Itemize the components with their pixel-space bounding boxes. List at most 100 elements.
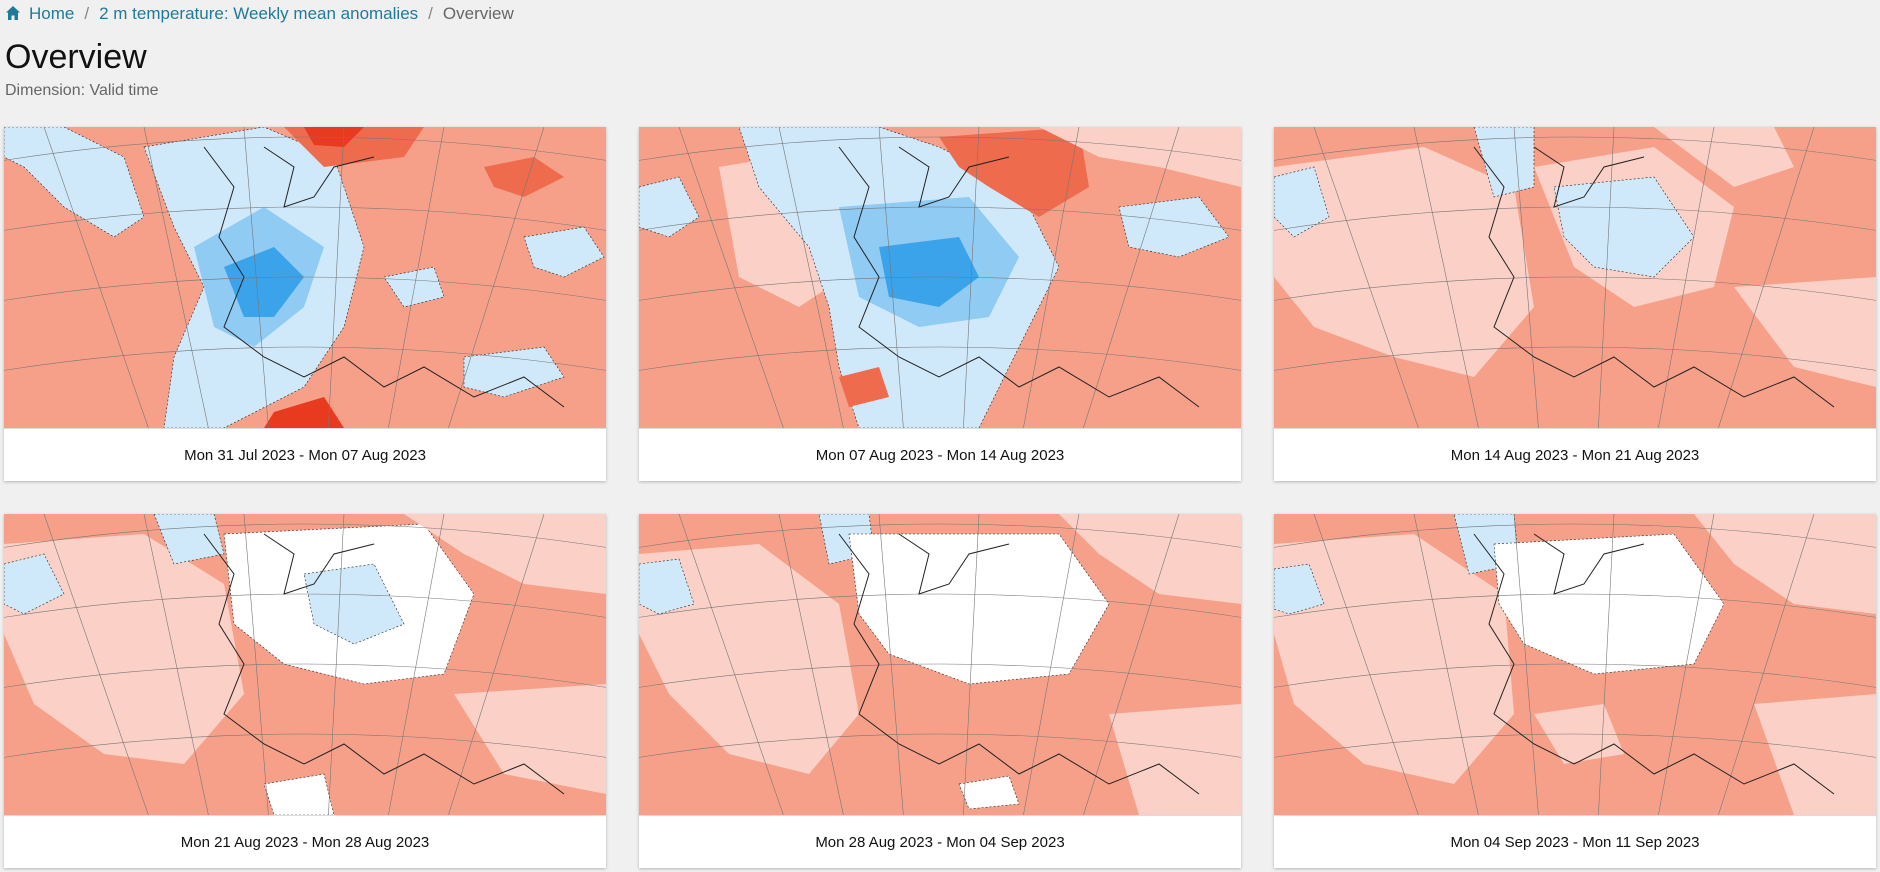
anomaly-region (1118, 196, 1230, 258)
longitude-line (328, 514, 345, 815)
anomaly-map-image[interactable] (1274, 514, 1876, 816)
latitude-line (4, 523, 606, 548)
longitude-line (1718, 127, 1815, 428)
coastline (838, 533, 1200, 795)
map-card[interactable]: Mon 14 Aug 2023 - Mon 21 Aug 2023 (1274, 127, 1876, 481)
breadcrumb: Home / 2 m temperature: Weekly mean anom… (5, 2, 514, 26)
anomaly-region (1754, 694, 1876, 815)
anomaly-region (1734, 277, 1876, 387)
anomaly-map-image[interactable] (1274, 127, 1876, 429)
anomaly-region (224, 247, 304, 317)
latitude-line (1274, 346, 1876, 371)
map-card[interactable]: Mon 28 Aug 2023 - Mon 04 Sep 2023 (639, 514, 1241, 868)
breadcrumb-home-label: Home (29, 4, 75, 23)
map-card[interactable]: Mon 04 Sep 2023 - Mon 11 Sep 2023 (1274, 514, 1876, 868)
anomaly-region (1493, 533, 1725, 675)
breadcrumb-separator: / (428, 4, 433, 23)
longitude-line (243, 514, 269, 815)
longitude-line (448, 127, 545, 428)
longitude-line (963, 127, 980, 428)
latitude-line (639, 206, 1241, 231)
longitude-line (678, 127, 784, 428)
anomaly-region (4, 534, 244, 764)
latitude-line (1274, 276, 1876, 301)
breadcrumb-home-link[interactable]: Home (5, 2, 74, 26)
anomaly-region (523, 226, 605, 278)
anomaly-region (1694, 514, 1876, 614)
longitude-line (1313, 514, 1419, 815)
latitude-line (639, 136, 1241, 161)
anomaly-region (1274, 166, 1330, 238)
map-caption: Mon 28 Aug 2023 - Mon 04 Sep 2023 (815, 833, 1065, 851)
longitude-line (143, 127, 209, 428)
anomaly-region (404, 514, 606, 594)
map-caption: Mon 21 Aug 2023 - Mon 28 Aug 2023 (180, 833, 430, 851)
coastline (263, 533, 375, 595)
map-grid: Mon 31 Jul 2023 - Mon 07 Aug 2023 Mon 07… (4, 127, 1876, 868)
anomaly-region (639, 544, 859, 774)
longitude-line (878, 127, 904, 428)
map-card[interactable]: Mon 21 Aug 2023 - Mon 28 Aug 2023 (4, 514, 606, 868)
longitude-line (43, 127, 149, 428)
map-caption: Mon 31 Jul 2023 - Mon 07 Aug 2023 (184, 446, 426, 464)
anomaly-region (958, 775, 1020, 810)
anomaly-region (484, 157, 564, 197)
map-caption: Mon 07 Aug 2023 - Mon 14 Aug 2023 (815, 446, 1065, 464)
anomaly-region (1274, 563, 1325, 615)
anomaly-map-image[interactable] (639, 127, 1241, 429)
anomaly-region (4, 127, 145, 238)
latitude-line (4, 206, 606, 231)
coastline (263, 146, 375, 208)
anomaly-region (263, 773, 335, 815)
anomaly-region (639, 558, 695, 615)
longitude-line (1598, 127, 1615, 428)
longitude-line (1023, 127, 1080, 428)
map-card[interactable]: Mon 31 Jul 2023 - Mon 07 Aug 2023 (4, 127, 606, 481)
anomaly-region (639, 176, 700, 238)
breadcrumb-parent-link[interactable]: 2 m temperature: Weekly mean anomalies (99, 4, 419, 23)
longitude-line (1598, 514, 1615, 815)
page-title: Overview (5, 38, 147, 76)
latitude-line (1274, 523, 1876, 548)
anomaly-map-image[interactable] (639, 514, 1241, 816)
anomaly-region (939, 127, 1089, 217)
latitude-line (639, 276, 1241, 301)
map-card[interactable]: Mon 07 Aug 2023 - Mon 14 Aug 2023 (639, 127, 1241, 481)
longitude-line (778, 127, 844, 428)
longitude-line (1023, 514, 1080, 815)
coastline (203, 533, 565, 795)
longitude-line (963, 514, 980, 815)
anomaly-region (839, 367, 889, 407)
latitude-line (4, 136, 606, 161)
page-subtitle: Dimension: Valid time (5, 82, 159, 99)
coastline (838, 146, 1200, 408)
longitude-line (678, 514, 784, 815)
latitude-line (1274, 206, 1876, 231)
latitude-line (1274, 663, 1876, 688)
coastline (1473, 146, 1835, 408)
longitude-line (328, 127, 345, 428)
latitude-line (4, 346, 606, 371)
longitude-line (143, 514, 209, 815)
latitude-line (4, 276, 606, 301)
coastline (1533, 533, 1645, 595)
anomaly-region (848, 533, 1110, 685)
anomaly-region (1274, 534, 1514, 784)
longitude-line (1313, 127, 1419, 428)
anomaly-region (1039, 127, 1241, 187)
longitude-line (448, 514, 545, 815)
latitude-line (1274, 136, 1876, 161)
longitude-line (1413, 514, 1479, 815)
anomaly-region (1553, 176, 1695, 278)
longitude-line (1658, 514, 1715, 815)
latitude-line (639, 523, 1241, 548)
latitude-line (1274, 593, 1876, 618)
anomaly-map-image[interactable] (4, 514, 606, 816)
anomaly-region (879, 237, 979, 307)
anomaly-region (1059, 514, 1241, 604)
anomaly-region (454, 684, 606, 794)
anomaly-map-image[interactable] (4, 127, 606, 429)
map-caption: Mon 14 Aug 2023 - Mon 21 Aug 2023 (1450, 446, 1700, 464)
coastline (898, 146, 1010, 208)
anomaly-region (4, 553, 65, 615)
